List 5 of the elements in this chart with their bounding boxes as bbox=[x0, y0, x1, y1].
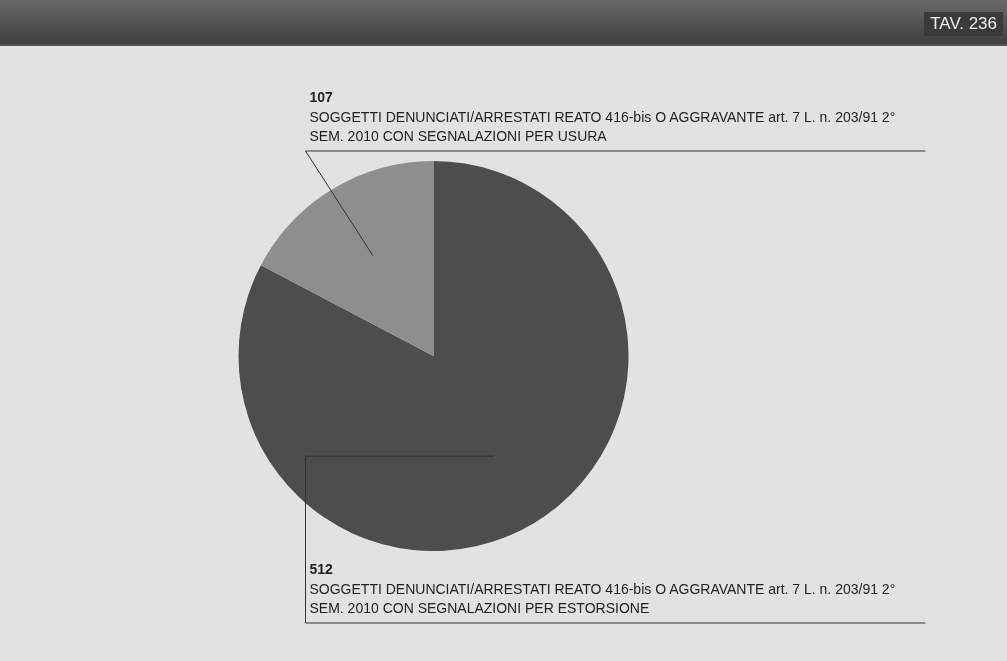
data-label: 512 bbox=[309, 560, 334, 577]
slice-label: SOGGETTI DENUNCIATI/ARRESTATI REATO 416-bis O AGGRAVANTE art. 7 L. n. 203/91 2° SEM. 2010 CON SEGNALAZIONI PER ESTORSIONE bbox=[309, 580, 896, 616]
slice-label: SOGGETTI DENUNCIATI/ARRESTATI REATO 416-bis O AGGRAVANTE art. 7 L. n. 203/91 2° SEM. 2010 CON SEGNALAZIONI PER USURA bbox=[309, 108, 896, 144]
data-label: 107 bbox=[309, 88, 334, 105]
text: TAV. 236 bbox=[924, 12, 1003, 36]
